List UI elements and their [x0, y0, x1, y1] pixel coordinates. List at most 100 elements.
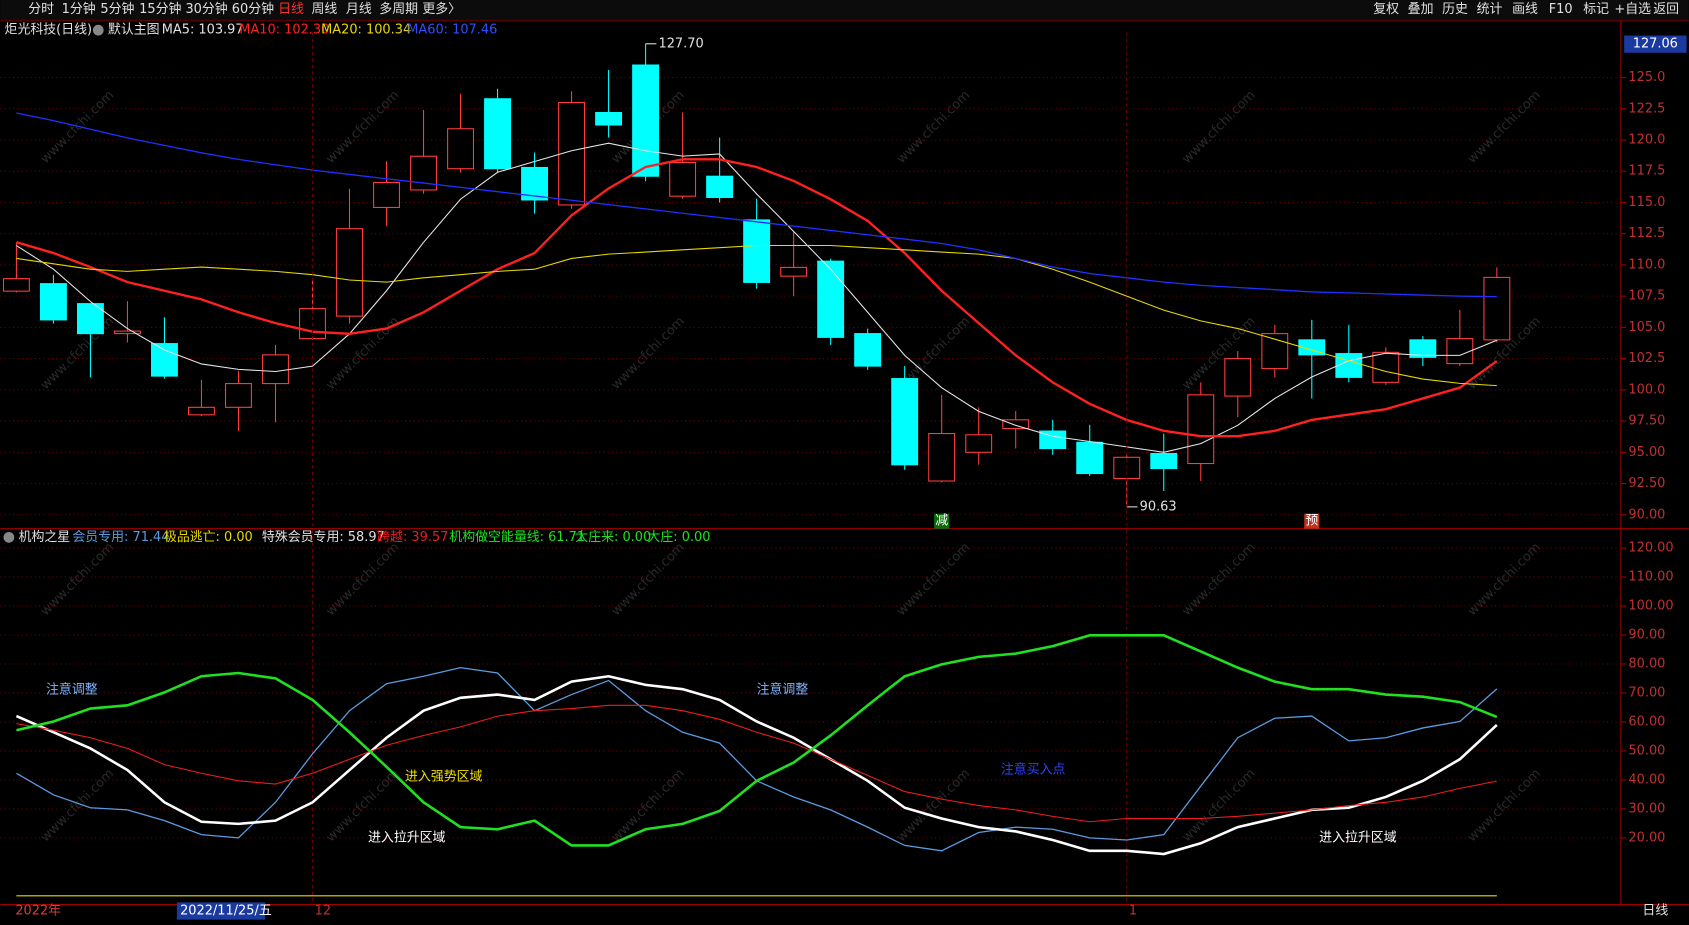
- candle-body: [817, 260, 845, 338]
- main-chart-label: 默认主图: [108, 22, 160, 38]
- candle-body: [1446, 338, 1474, 365]
- legend-entry: 会员专用: 71.44: [72, 530, 169, 545]
- candle-body: [150, 343, 178, 377]
- zone-label: 进入强势区域: [405, 769, 483, 785]
- ma-line: [16, 112, 1497, 298]
- y-tick-label: 105.0: [1628, 320, 1665, 335]
- candle-body: [706, 175, 734, 198]
- indicator-icon[interactable]: [3, 531, 15, 543]
- ma-line: [16, 704, 1497, 823]
- y-tick-label: 90.00: [1628, 628, 1665, 643]
- y-tick-label: 112.5: [1628, 226, 1665, 241]
- toolbar-item[interactable]: 5分钟: [100, 1, 134, 17]
- toolbar-item[interactable]: 日线: [278, 2, 304, 17]
- period-label: 日线: [1642, 904, 1668, 919]
- legend-entry: 极品逃亡: 0.00: [164, 530, 253, 545]
- toolbar-item[interactable]: 15分钟: [139, 1, 181, 17]
- toolbar-item[interactable]: 更多〉: [422, 2, 461, 17]
- toolbar-item[interactable]: 叠加: [1408, 2, 1434, 17]
- y-tick-label: 125.0: [1628, 70, 1665, 85]
- y-tick-label: 70.00: [1628, 685, 1665, 700]
- candle-body: [1298, 339, 1326, 356]
- toolbar-item[interactable]: F10: [1549, 2, 1573, 17]
- legend-entry: 大庄来: 0.00: [575, 529, 651, 545]
- candle-body: [373, 181, 400, 208]
- candle-body: [1002, 419, 1030, 430]
- candle-body: [2, 278, 30, 292]
- candle-body: [854, 333, 882, 367]
- y-tick-label: 90.00: [1628, 507, 1665, 522]
- y-tick-label: 100.00: [1628, 599, 1673, 614]
- legend-entry: 大庄: 0.00: [647, 529, 710, 545]
- candle-body: [410, 155, 437, 191]
- zone-label: 进入拉升区域: [368, 830, 446, 845]
- y-tick-label: 110.00: [1628, 570, 1673, 585]
- toolbar-item[interactable]: 月线: [346, 2, 372, 17]
- y-tick-label: 30.00: [1628, 801, 1665, 816]
- signal-box: [934, 513, 950, 529]
- toolbar-item[interactable]: 多周期: [379, 2, 418, 17]
- candle-body: [928, 433, 956, 482]
- candle-body: [447, 128, 475, 170]
- candle-body: [188, 406, 215, 416]
- toolbar-item[interactable]: 30分钟: [185, 1, 227, 17]
- y-tick-label: 20.00: [1628, 830, 1665, 845]
- x-tick-label: 12: [315, 904, 331, 919]
- cursor-price: 127.06: [1633, 37, 1678, 52]
- annotation: 90.63: [1140, 499, 1177, 514]
- legend-entry: 机构做空能量线: 61.71: [449, 530, 585, 545]
- y-tick-label: 40.00: [1628, 772, 1665, 787]
- candle-body: [1372, 351, 1400, 383]
- legend-entry: MA60: 107.46: [407, 23, 497, 38]
- candle-body: [1409, 339, 1437, 358]
- toolbar-item[interactable]: +自选: [1614, 2, 1651, 17]
- toolbar-item[interactable]: 复权: [1373, 1, 1399, 17]
- signal-label: 减: [935, 514, 948, 529]
- indicator-title: 机构之星: [19, 530, 71, 545]
- settings-icon[interactable]: [92, 24, 104, 36]
- toolbar-item[interactable]: 标记: [1583, 2, 1609, 17]
- candle-body: [780, 266, 808, 277]
- y-tick-label: 117.5: [1628, 164, 1665, 179]
- y-tick-label: 120.0: [1628, 132, 1665, 147]
- candle-body: [595, 111, 623, 126]
- candle-body: [484, 98, 512, 170]
- toolbar-item[interactable]: 历史: [1442, 2, 1468, 17]
- signal-label: 预: [1305, 514, 1318, 529]
- y-tick-label: 80.00: [1628, 656, 1665, 671]
- cursor-date-box: [176, 902, 266, 920]
- candle-body: [1187, 394, 1215, 465]
- ma-line: [16, 158, 1498, 438]
- ma-line: [16, 142, 1498, 453]
- y-tick-label: 95.00: [1628, 445, 1665, 460]
- y-tick-label: 50.00: [1628, 743, 1665, 758]
- signal-box: [1304, 513, 1320, 529]
- toolbar-item[interactable]: 统计: [1477, 2, 1503, 17]
- legend-entry: MA10: 102.30: [239, 23, 329, 38]
- toolbar-item[interactable]: 周线: [311, 2, 337, 17]
- y-tick-label: 97.50: [1628, 414, 1665, 429]
- cursor-price-box: [1624, 35, 1687, 53]
- toolbar-item[interactable]: 画线: [1512, 2, 1538, 17]
- candle-body: [76, 303, 104, 335]
- legend-entry: MA5: 103.97: [162, 23, 244, 38]
- zone-label: 进入拉升区域: [1319, 830, 1397, 845]
- candle-body: [1483, 276, 1511, 341]
- y-tick-label: 115.0: [1628, 195, 1665, 210]
- toolbar-item[interactable]: 60分钟: [232, 1, 274, 17]
- candle-body: [965, 434, 993, 453]
- toolbar-item[interactable]: 分时: [28, 2, 54, 17]
- toolbar-item[interactable]: 1分钟: [62, 1, 96, 17]
- y-tick-label: 60.00: [1628, 714, 1665, 729]
- toolbar-item[interactable]: 返回: [1653, 2, 1679, 17]
- y-tick-label: 102.5: [1628, 351, 1665, 366]
- y-tick-label: 107.5: [1628, 289, 1665, 304]
- candle-body: [891, 378, 919, 466]
- zone-label: 注意调整: [46, 682, 98, 698]
- cursor-date: 2022/11/25/五: [180, 904, 272, 919]
- y-tick-label: 110.0: [1628, 257, 1665, 272]
